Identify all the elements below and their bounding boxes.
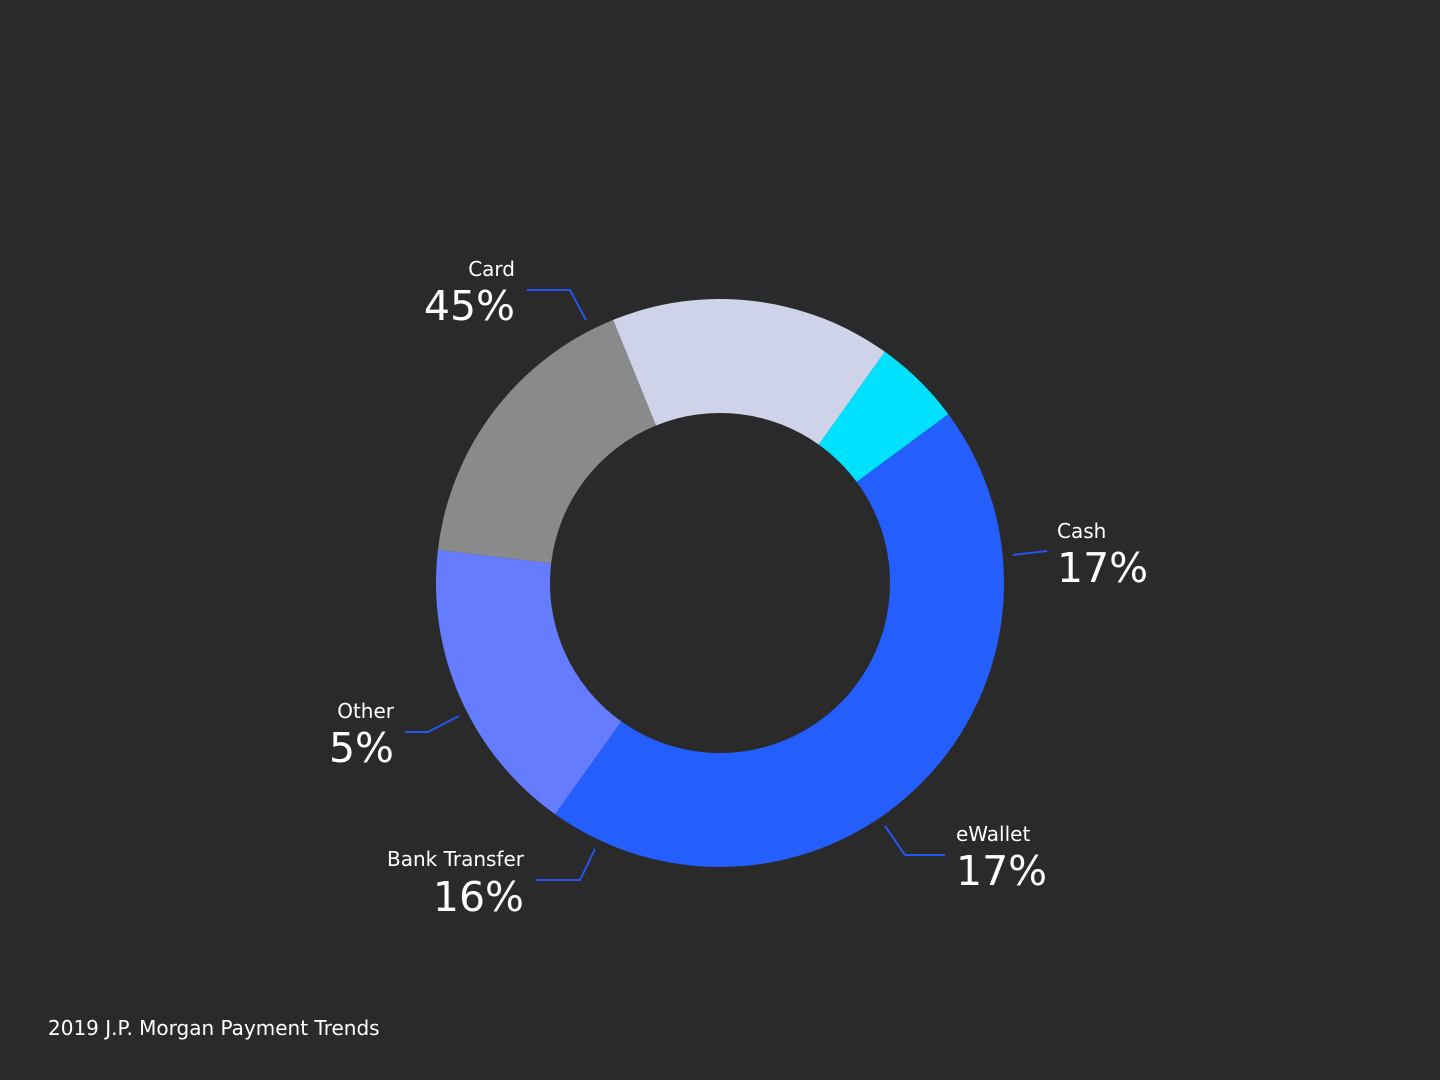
- label-cash-name: Cash: [1057, 519, 1106, 543]
- label-bank-transfer-value: 16%: [433, 873, 524, 921]
- label-cash-value: 17%: [1057, 544, 1148, 592]
- leader-line-card: [527, 289, 587, 321]
- donut-slices: [435, 299, 1004, 867]
- label-other-name: Other: [337, 699, 395, 723]
- source-caption: 2019 J.P. Morgan Payment Trends: [48, 1016, 380, 1040]
- slice-other: [818, 351, 949, 482]
- leader-lines: [405, 289, 1048, 881]
- slice-ewallet: [437, 319, 657, 564]
- label-card-value: 45%: [424, 282, 515, 330]
- slice-cash: [435, 549, 622, 815]
- label-ewallet-name: eWallet: [956, 822, 1030, 846]
- label-card-name: Card: [468, 257, 515, 281]
- slice-card: [555, 414, 1004, 867]
- leader-line-ewallet: [884, 825, 945, 856]
- slice-bank-transfer: [613, 299, 885, 445]
- leader-line-bank-transfer: [536, 848, 596, 881]
- label-ewallet-value: 17%: [956, 847, 1047, 895]
- leader-line-cash: [1012, 550, 1048, 556]
- label-other-value: 5%: [329, 724, 394, 772]
- label-bank-transfer-name: Bank Transfer: [387, 847, 525, 871]
- leader-line-other: [405, 715, 460, 733]
